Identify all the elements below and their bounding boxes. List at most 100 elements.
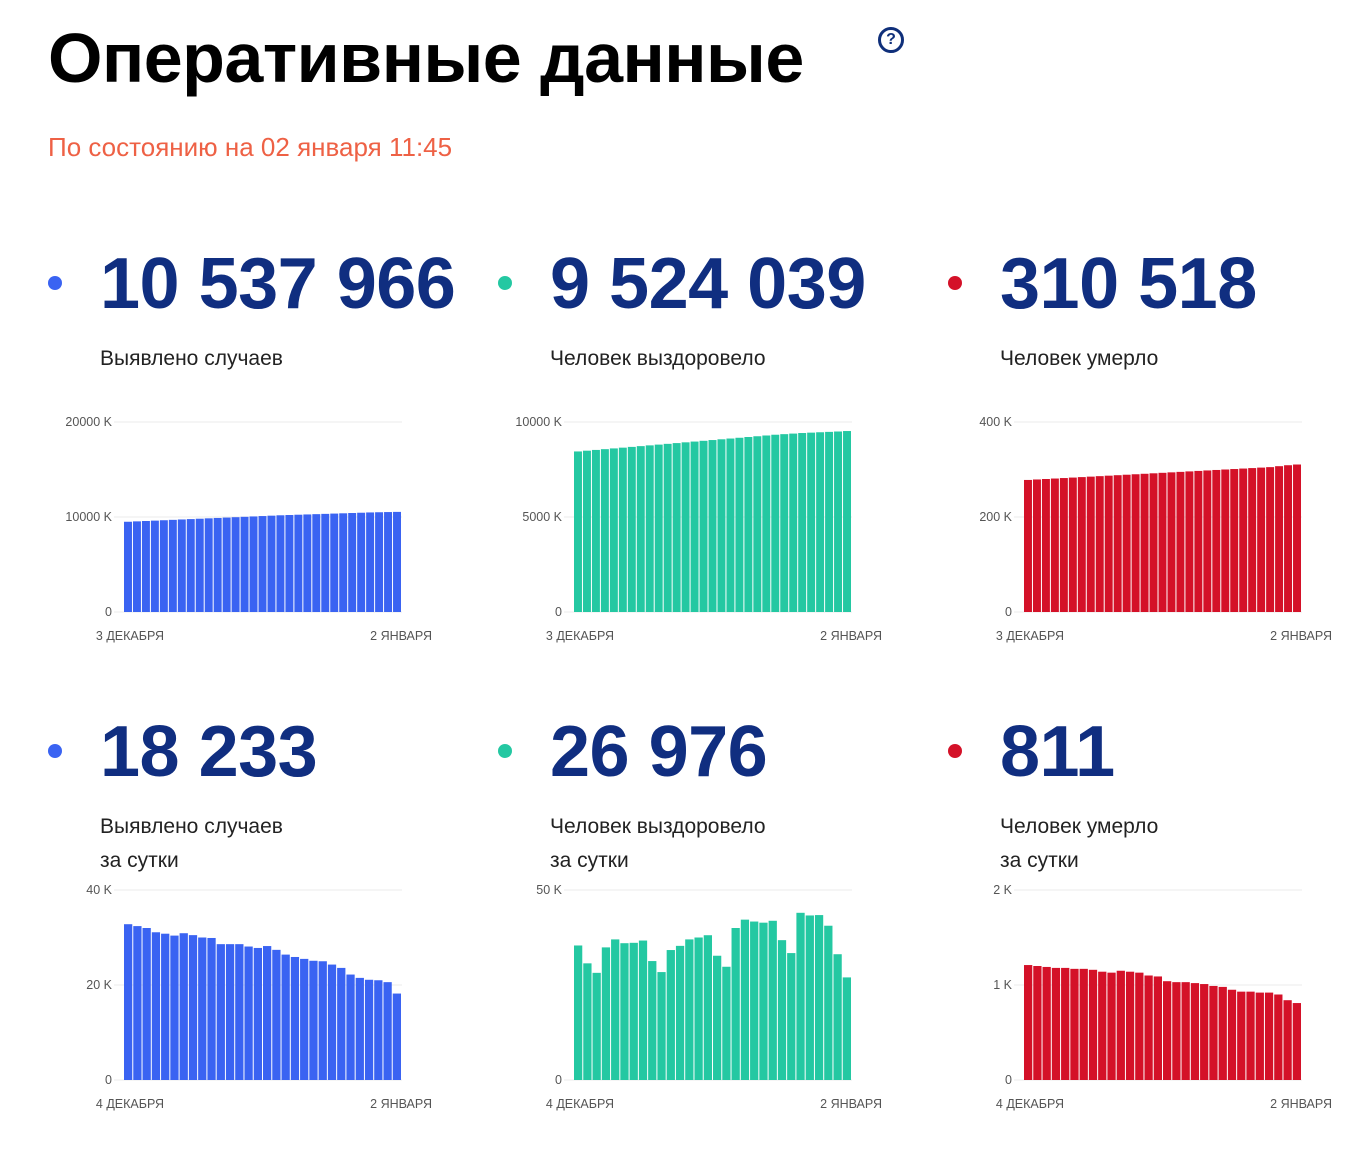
bar: [303, 514, 312, 612]
x-tick-label-start: 3 ДЕКАБРЯ: [96, 629, 164, 643]
y-tick-label: 50 K: [536, 883, 562, 897]
bar-chart: 0 20 K 40 K 4 ДЕКАБРЯ 2 ЯНВАРЯ: [86, 883, 432, 1111]
x-tick-label-end: 2 ЯНВАРЯ: [1270, 629, 1332, 643]
stat-card-daily-deaths: 811 Человек умерло за сутки 0 1 K 2 K 4 ДЕК…: [946, 714, 1346, 1174]
bar: [611, 939, 620, 1080]
x-tick-label-end: 2 ЯНВАРЯ: [1270, 1097, 1332, 1111]
bar: [1181, 982, 1190, 1080]
bar: [168, 519, 177, 612]
bar: [225, 944, 235, 1080]
legend-dot: [48, 744, 62, 758]
bar: [1125, 971, 1135, 1080]
stat-card-total-deaths: 310 518 Человек умерло 0 200 K 400 K 3 ДЕКА…: [946, 246, 1346, 706]
bar: [1203, 470, 1212, 612]
bar: [645, 445, 654, 612]
bar: [787, 953, 796, 1080]
y-tick-label: 2 K: [993, 883, 1012, 897]
bar: [300, 958, 309, 1080]
bar: [1059, 478, 1068, 612]
bar: [583, 963, 592, 1080]
page-title: Оперативные данные: [48, 19, 804, 97]
bar: [620, 943, 629, 1080]
stat-value: 811: [1000, 712, 1115, 792]
bar: [1209, 985, 1218, 1080]
x-tick-label-start: 4 ДЕКАБРЯ: [546, 1097, 614, 1111]
bar: [392, 993, 401, 1080]
bar: [780, 434, 789, 612]
bar: [1050, 478, 1059, 612]
bar: [188, 935, 198, 1081]
bar: [1086, 476, 1095, 613]
bar: [805, 915, 814, 1080]
bar: [1172, 982, 1181, 1080]
bar: [834, 431, 843, 612]
bar: [708, 440, 717, 612]
bar: [133, 926, 142, 1080]
stat-card-daily-recovered: 26 976 Человек выздоровело за сутки 0 50 …: [496, 714, 946, 1174]
bar: [222, 517, 231, 612]
bar: [231, 517, 240, 612]
bar: [1163, 981, 1172, 1080]
bar: [290, 956, 300, 1080]
stat-value: 310 518: [1000, 244, 1257, 324]
bar: [666, 950, 675, 1080]
bar: [574, 451, 582, 612]
bar: [198, 937, 207, 1080]
bar: [1051, 967, 1061, 1080]
bar: [1042, 966, 1051, 1080]
bar: [753, 436, 762, 612]
bar: [1194, 470, 1203, 612]
bar: [159, 520, 168, 612]
bar: [681, 442, 690, 612]
bar: [601, 947, 611, 1080]
bar: [1293, 464, 1301, 612]
bar: [318, 961, 327, 1080]
bar: [825, 431, 834, 612]
y-tick-label: 0: [105, 1073, 112, 1087]
bar: [740, 919, 750, 1080]
stat-value: 10 537 966: [100, 244, 456, 324]
bar: [1190, 983, 1200, 1080]
bar: [346, 974, 355, 1080]
bar: [1113, 475, 1122, 612]
bar: [309, 960, 318, 1080]
bar-chart: 0 5000 K 10000 K 3 ДЕКАБРЯ 2 ЯНВАРЯ: [515, 415, 882, 643]
legend-dot: [948, 276, 962, 290]
bar: [177, 519, 186, 612]
bar: [824, 925, 833, 1080]
bar: [1283, 1000, 1292, 1080]
bar: [364, 979, 374, 1080]
question-circle-icon[interactable]: ?: [878, 27, 904, 53]
bar: [1131, 474, 1140, 612]
bar: [1077, 477, 1086, 612]
y-tick-label: 10000 K: [515, 415, 562, 429]
bar: [124, 521, 132, 612]
bar: [1266, 467, 1275, 613]
stat-value: 18 233: [100, 712, 318, 792]
bar: [1024, 965, 1033, 1080]
bar: [244, 946, 253, 1080]
y-tick-label: 5000 K: [522, 510, 562, 524]
bar: [1246, 991, 1255, 1080]
bar: [582, 450, 591, 612]
as-of-timestamp: По состоянию на 02 января 11:45: [48, 132, 453, 162]
bar: [843, 431, 851, 612]
bar: [1227, 989, 1237, 1080]
bar: [355, 977, 364, 1081]
x-tick-label-start: 3 ДЕКАБРЯ: [996, 629, 1064, 643]
stat-label-line: за сутки: [1000, 849, 1079, 872]
bar: [195, 518, 204, 612]
stat-card-total-recovered: 9 524 039 Человек выздоровело 0 5000 K 100…: [496, 246, 946, 706]
bar: [703, 935, 712, 1080]
bar: [1257, 467, 1266, 612]
bar: [294, 514, 303, 612]
x-tick-label-start: 4 ДЕКАБРЯ: [996, 1097, 1064, 1111]
bar: [1068, 477, 1077, 612]
bar: [375, 512, 384, 612]
y-tick-label: 0: [555, 1073, 562, 1087]
bar: [258, 516, 267, 612]
stat-value: 9 524 039: [550, 244, 866, 324]
bar: [327, 964, 337, 1080]
stat-label-line: за сутки: [100, 849, 179, 872]
bar: [1212, 469, 1221, 612]
